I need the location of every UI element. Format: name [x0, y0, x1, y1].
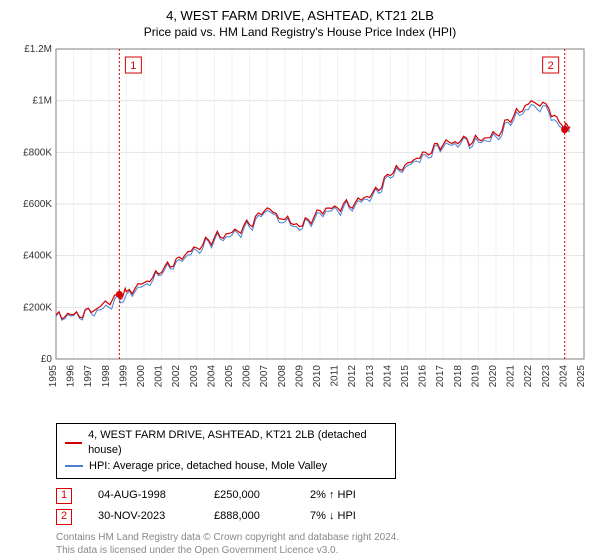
svg-text:2005: 2005: [224, 365, 235, 388]
svg-text:2025: 2025: [576, 365, 587, 388]
svg-text:2000: 2000: [136, 365, 147, 388]
svg-text:2007: 2007: [259, 365, 270, 388]
legend-swatch: [65, 442, 82, 444]
svg-text:2014: 2014: [382, 365, 393, 388]
transactions-table: 1 04-AUG-1998 £250,000 2% ↑ HPI 2 30-NOV…: [56, 485, 588, 527]
svg-text:2001: 2001: [154, 365, 165, 388]
svg-text:£600K: £600K: [23, 199, 52, 210]
svg-text:2002: 2002: [171, 365, 182, 388]
table-row: 1 04-AUG-1998 £250,000 2% ↑ HPI: [56, 485, 588, 506]
svg-text:1996: 1996: [66, 365, 77, 388]
svg-text:2004: 2004: [206, 365, 217, 388]
svg-text:2008: 2008: [277, 365, 288, 388]
legend-label: HPI: Average price, detached house, Mole…: [89, 459, 327, 474]
table-row: 2 30-NOV-2023 £888,000 7% ↓ HPI: [56, 506, 588, 527]
svg-text:1997: 1997: [83, 365, 94, 388]
transaction-price: £250,000: [214, 485, 284, 506]
svg-text:2021: 2021: [506, 365, 517, 388]
footer: Contains HM Land Registry data © Crown c…: [56, 531, 588, 557]
svg-text:1: 1: [130, 60, 136, 72]
transaction-date: 04-AUG-1998: [98, 485, 188, 506]
svg-text:2020: 2020: [488, 365, 499, 388]
page-subtitle: Price paid vs. HM Land Registry's House …: [12, 25, 588, 39]
legend-swatch: [65, 465, 83, 467]
svg-text:£0: £0: [41, 354, 53, 365]
svg-text:2022: 2022: [523, 365, 534, 388]
svg-text:2009: 2009: [294, 365, 305, 388]
svg-text:2015: 2015: [400, 365, 411, 388]
transaction-price: £888,000: [214, 506, 284, 527]
transaction-delta: 7% ↓ HPI: [310, 506, 356, 527]
svg-text:£1M: £1M: [33, 96, 52, 107]
chart-svg: £0 £200K £400K £600K £800K £1M £1.2M 1995 1996 19…: [12, 45, 588, 415]
svg-text:2: 2: [548, 60, 554, 72]
transaction-delta: 2% ↑ HPI: [310, 485, 356, 506]
page-title: 4, WEST FARM DRIVE, ASHTEAD, KT21 2LB: [12, 8, 588, 23]
legend-row: HPI: Average price, detached house, Mole…: [65, 459, 387, 474]
svg-text:2023: 2023: [541, 365, 552, 388]
svg-text:£1.2M: £1.2M: [24, 45, 52, 55]
svg-text:2011: 2011: [330, 365, 341, 387]
svg-text:£200K: £200K: [23, 302, 52, 313]
svg-text:1995: 1995: [48, 365, 59, 388]
svg-text:1999: 1999: [118, 365, 129, 388]
svg-text:2006: 2006: [242, 365, 253, 388]
svg-text:2024: 2024: [558, 365, 569, 388]
marker-badge: 2: [56, 509, 72, 525]
marker-badge: 1: [56, 488, 72, 504]
legend-label: 4, WEST FARM DRIVE, ASHTEAD, KT21 2LB (d…: [88, 428, 387, 459]
svg-text:2003: 2003: [189, 365, 200, 388]
svg-text:2019: 2019: [470, 365, 481, 388]
svg-text:2016: 2016: [418, 365, 429, 388]
footer-line: Contains HM Land Registry data © Crown c…: [56, 531, 588, 544]
svg-text:1998: 1998: [101, 365, 112, 388]
price-chart: £0 £200K £400K £600K £800K £1M £1.2M 1995 1996 19…: [12, 45, 588, 415]
svg-text:£400K: £400K: [23, 251, 52, 262]
svg-text:2013: 2013: [365, 365, 376, 388]
svg-text:2018: 2018: [453, 365, 464, 388]
transaction-date: 30-NOV-2023: [98, 506, 188, 527]
legend-box: 4, WEST FARM DRIVE, ASHTEAD, KT21 2LB (d…: [56, 423, 396, 479]
svg-text:2010: 2010: [312, 365, 323, 388]
legend-row: 4, WEST FARM DRIVE, ASHTEAD, KT21 2LB (d…: [65, 428, 387, 459]
svg-text:£800K: £800K: [23, 147, 52, 158]
svg-text:2017: 2017: [435, 365, 446, 388]
svg-text:2012: 2012: [347, 365, 358, 388]
footer-line: This data is licensed under the Open Gov…: [56, 544, 588, 557]
